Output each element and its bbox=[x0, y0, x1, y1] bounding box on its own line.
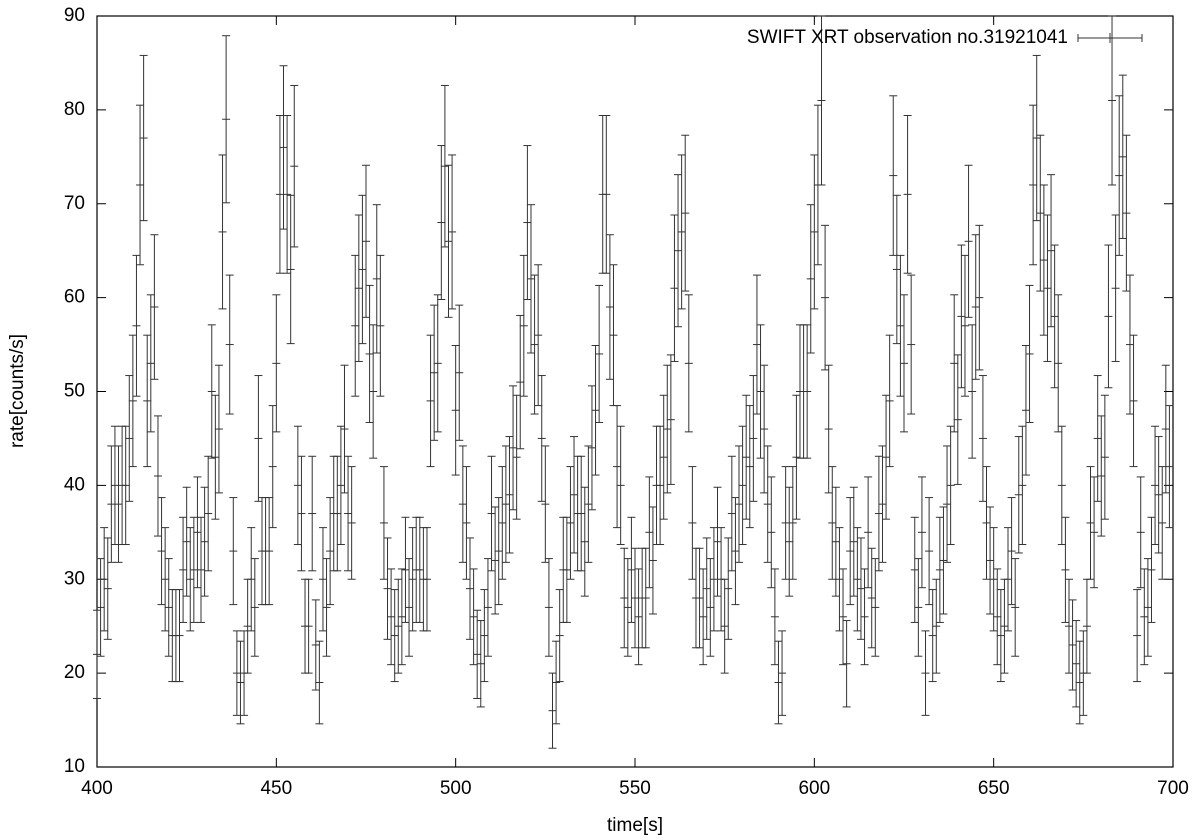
x-tick-label: 500 bbox=[440, 778, 472, 799]
y-tick-label: 30 bbox=[64, 568, 85, 589]
legend-label: SWIFT XRT observation no.31921041 bbox=[747, 27, 1068, 48]
x-tick-label: 400 bbox=[81, 778, 113, 799]
y-tick-label: 50 bbox=[64, 381, 85, 402]
y-tick-label: 70 bbox=[64, 193, 85, 214]
y-tick-label: 90 bbox=[64, 5, 85, 26]
x-tick-label: 700 bbox=[1157, 778, 1189, 799]
y-tick-label: 40 bbox=[64, 474, 85, 495]
y-tick-label: 10 bbox=[64, 756, 85, 777]
x-tick-label: 600 bbox=[798, 778, 830, 799]
x-axis-label: time[s] bbox=[607, 815, 663, 836]
x-tick-label: 450 bbox=[260, 778, 292, 799]
x-tick-label: 550 bbox=[619, 778, 651, 799]
x-tick-label: 650 bbox=[978, 778, 1010, 799]
y-tick-label: 20 bbox=[64, 662, 85, 683]
y-axis-label: rate[counts/s] bbox=[7, 334, 28, 448]
y-tick-label: 60 bbox=[64, 287, 85, 308]
y-tick-label: 80 bbox=[64, 99, 85, 120]
